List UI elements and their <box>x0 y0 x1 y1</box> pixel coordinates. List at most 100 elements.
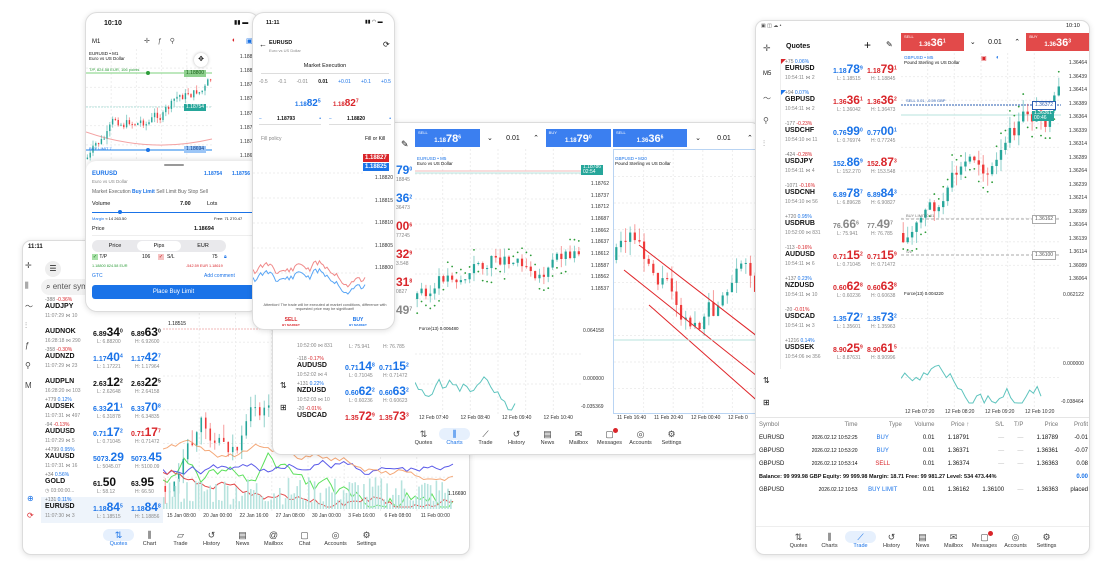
bid-price[interactable]: 6.33211 <box>93 400 123 414</box>
volume-decrease-icon[interactable]: ⌄ <box>486 135 493 142</box>
quote-row[interactable]: +137 0.23% NZDUSD 10:54:11 ⋈ 10 0.60628 0.60… <box>781 276 900 302</box>
nav-charts[interactable]: ⫼ Charts <box>439 428 470 446</box>
timeframe-button[interactable]: M5 <box>763 71 772 77</box>
sort-icon[interactable]: ⇅ <box>763 376 770 385</box>
chart-trade-icon[interactable]: 〜 <box>25 302 33 311</box>
nav-history[interactable]: ↺ History <box>196 529 227 547</box>
order-type-tab[interactable]: Buy Limit <box>132 189 157 195</box>
function-icon[interactable]: ƒ <box>157 38 162 45</box>
tp-value[interactable]: 1.18820 <box>347 116 366 122</box>
table-row[interactable]: GBPUSD 2026.02.12 10:53 BUY LIMIT 0.01 1.361… <box>756 483 1089 496</box>
quote-row[interactable]: +779 0.12% AUDSEK 11:07:31 ⋈ 497 6.33211 6.3… <box>41 397 163 423</box>
bid-price[interactable]: 1.18845 <box>93 500 123 514</box>
add-document-icon[interactable]: ⊞ <box>763 398 770 407</box>
quote-row[interactable]: -113 -0.16% AUDUSD 10:54:11 ⋈ 6 0.71152 0.71… <box>781 245 900 271</box>
add-document-icon[interactable]: ⊞ <box>280 403 287 412</box>
volume-field[interactable]: Volume 7.00 Lots <box>92 201 255 214</box>
one-click-icon[interactable]: ◐ <box>996 55 1000 61</box>
sl-stepper[interactable]: − 1.18793 • <box>259 116 321 125</box>
nav-mailbox[interactable]: ✉ Mailbox <box>563 428 594 446</box>
decrease-icon[interactable]: − <box>259 116 262 122</box>
volume-increase-icon[interactable]: ⌃ <box>533 135 539 142</box>
volume-value[interactable]: 0.01 <box>988 38 1002 46</box>
sl-checkbox[interactable]: ✓ <box>158 254 164 260</box>
column-header[interactable]: Price <box>1044 421 1059 428</box>
column-header[interactable]: S/L <box>995 421 1005 428</box>
volume-step[interactable]: -0.01 <box>296 79 309 85</box>
nav-quotes[interactable]: ⇅ Quotes <box>783 531 814 549</box>
bid-price[interactable]: 1.17404 <box>93 350 123 364</box>
quote-row[interactable]: 10:52:00 ⋈ 831 L: 75.941 H: 76.785 <box>293 327 413 353</box>
search-input[interactable]: enter sym <box>52 282 88 291</box>
switch-icon[interactable]: ⟳ <box>383 40 390 49</box>
quote-row[interactable]: -1071 -0.16% USDCNH 10:54:10 ⋈ 56 6.89787 6.… <box>781 183 900 209</box>
tp-stepper[interactable]: − 1.18820 • <box>329 116 391 125</box>
back-icon[interactable]: ← <box>259 40 267 49</box>
timeframe-icon[interactable]: M <box>25 381 32 390</box>
nav-accounts[interactable]: ◎ Accounts <box>320 529 351 547</box>
ask-price[interactable]: 1.18791 <box>867 62 897 76</box>
quote-row[interactable]: +94 0.07% GBPUSD 10:54:11 ⋈ 2 1.36361 1.3636… <box>781 90 900 116</box>
quote-row[interactable]: AUDPLN 16:28:20 ⋈ 103 2.63122 2.63225 L: 2.6… <box>41 372 163 398</box>
nav-history[interactable]: ↺ History <box>501 428 532 446</box>
volume-slider-thumb[interactable] <box>118 210 122 214</box>
ask-price[interactable]: 8.90615 <box>867 341 897 355</box>
nav-quotes[interactable]: ⇅ Quotes <box>103 529 134 547</box>
quote-row[interactable]: +1216 0.14% USDSEK 10:54:06 ⋈ 356 8.90259 8.… <box>781 338 900 364</box>
order-type-tab[interactable]: Buy Stop <box>177 189 200 195</box>
nav-accounts[interactable]: ◎ Accounts <box>625 428 656 446</box>
ask-price[interactable]: 6.33708 <box>131 400 161 414</box>
volume-value[interactable]: 7.00 <box>180 201 191 207</box>
sync-icon[interactable]: ⟳ <box>27 511 34 520</box>
quote-row[interactable]: -118 -0.17% AUDUSD 10:52:02 ⋈ 4 0.71148 0.71… <box>293 356 413 382</box>
place-buy-limit-button[interactable]: Place Buy Limit <box>92 285 255 299</box>
nav-charts[interactable]: ⫼ Charts <box>814 531 845 549</box>
ask-price[interactable]: 0.60632 <box>379 384 409 398</box>
ask-price[interactable]: 1.18848 <box>131 500 161 514</box>
nav-messages[interactable]: ▢ Messages <box>969 531 1000 549</box>
bid-price[interactable]: 1.35729 <box>345 409 375 423</box>
bid-price[interactable]: 8.90259 <box>833 341 863 355</box>
objects-icon[interactable]: ⚲ <box>25 361 31 370</box>
bid-price[interactable]: 1.36361 <box>833 93 863 107</box>
order-type-tab[interactable]: Market Execution <box>92 189 133 195</box>
buy-button[interactable]: BUY 1.36363 <box>1026 33 1089 51</box>
volume-step[interactable]: -0.5 <box>259 79 268 85</box>
decrease-icon[interactable]: − <box>329 116 332 122</box>
quote-row[interactable]: -388 -0.36% AUDJPY 11:07:29 ⋈ 10 <box>41 297 163 323</box>
quote-row[interactable]: +131 0.22% NZDUSD 10:52:03 ⋈ 10 0.60622 0.60… <box>293 381 413 407</box>
nav-accounts[interactable]: ◎ Accounts <box>1000 531 1031 549</box>
quote-row[interactable]: -20 -0.01% USDCAD 1.35729 1.35733 <box>293 406 413 432</box>
bid-price[interactable]: 5073.29 <box>93 450 124 464</box>
sell-button[interactable]: SELL 1.18786 <box>415 129 481 147</box>
column-header[interactable]: Price ↑ <box>950 421 970 428</box>
bid-price[interactable]: 2.63122 <box>93 375 123 389</box>
volume-step[interactable]: 0.01 <box>318 79 328 85</box>
sort-icon[interactable]: ⇅ <box>280 381 287 390</box>
nav-trade[interactable]: ⟋ Trade <box>470 428 501 446</box>
tp-value[interactable]: 106 <box>142 254 151 260</box>
price-chart-2[interactable] <box>613 149 760 414</box>
nav-settings[interactable]: ⚙ Settings <box>351 529 382 547</box>
bid-price[interactable]: 6.89340 <box>93 325 123 339</box>
bid-price[interactable]: 0.60628 <box>833 279 863 293</box>
table-row[interactable]: GBPUSD 2026.02.12 10:53:20 BUY 0.01 1.36371 —… <box>756 444 1089 457</box>
force-indicator[interactable] <box>901 289 1061 407</box>
nav-settings[interactable]: ⚙ Settings <box>656 428 687 446</box>
edit-icon[interactable]: ✎ <box>401 139 409 149</box>
volume-decrease-icon[interactable]: ⌄ <box>695 135 701 142</box>
segment-eur[interactable]: EUR <box>197 243 209 249</box>
volume-increase-icon[interactable]: ⌃ <box>1014 39 1021 46</box>
tp-checkbox[interactable]: ✓ <box>92 254 98 260</box>
bid-price[interactable]: 0.71172 <box>93 425 123 439</box>
quote-row[interactable]: +34 0.56% GOLD ◷ 03:00:00... 61.50 63.95 L: 5… <box>41 472 163 498</box>
order-type-tab[interactable]: Sell <box>199 189 208 195</box>
table-row[interactable]: EURUSD 2026.02.12 10:52:25 BUY 0.01 1.18791 —… <box>756 431 1089 444</box>
volume-value[interactable]: 0.01 <box>506 134 520 142</box>
quote-row[interactable]: -94 -0.13% AUDUSD 11:07:29 ⋈ 5 0.71172 0.711… <box>41 422 163 448</box>
nav-settings[interactable]: ⚙ Settings <box>1031 531 1062 549</box>
column-header[interactable]: T/P <box>1014 421 1024 428</box>
quote-row[interactable]: +4799 0.95% XAUUSD 11:07:31 ⋈ 16 5073.29 507… <box>41 447 163 473</box>
fill-policy-select[interactable]: Fill or Kill <box>365 136 386 142</box>
table-row[interactable]: GBPUSD 2026.02.12 10:53:14 SELL 0.01 1.36374… <box>756 457 1089 470</box>
